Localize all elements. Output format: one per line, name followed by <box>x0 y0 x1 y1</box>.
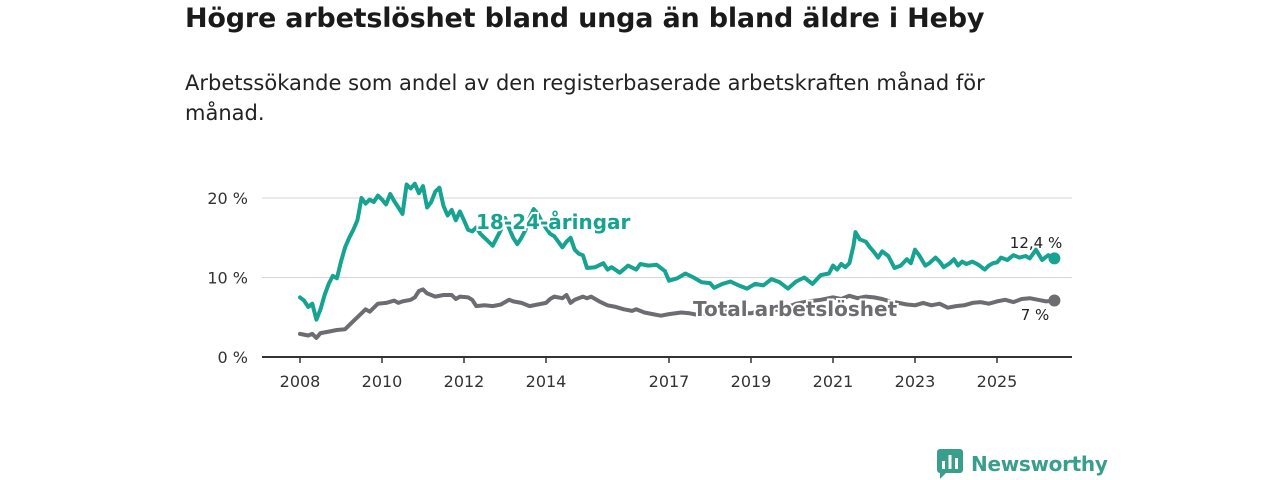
y-tick-label: 10 % <box>207 269 248 288</box>
x-tick-label: 2025 <box>977 372 1018 391</box>
y-axis: 0 % 10 % 20 % <box>207 189 248 367</box>
series-end-marker <box>1048 252 1061 265</box>
end-value-youth: 12,4 % <box>1010 234 1062 252</box>
x-tick-label: 2012 <box>444 372 485 391</box>
x-tick-label: 2021 <box>813 372 854 391</box>
chart-title: Högre arbetslöshet bland unga än bland ä… <box>185 3 985 34</box>
line-chart: 0 % 10 % 20 % 2008 2010 2012 2014 2017 2019 2021… <box>207 181 1072 391</box>
y-tick-label: 0 % <box>218 348 248 367</box>
x-tick-label: 2019 <box>731 372 772 391</box>
series-label-youth: 18-24-åringar <box>476 210 631 234</box>
newsworthy-icon <box>937 449 963 479</box>
series-labels: 18-24-åringar Total arbetslöshet 12,4 % 7 % <box>474 208 1064 326</box>
gridlines <box>262 197 1072 278</box>
x-tick-label: 2023 <box>895 372 936 391</box>
x-tick-label: 2010 <box>362 372 403 391</box>
series-label-total: Total arbetslöshet <box>693 297 898 321</box>
x-axis: 2008 2010 2012 2014 2017 2019 2021 2023 2025 <box>262 356 1072 391</box>
end-value-total: 7 % <box>1021 306 1050 324</box>
series-end-marker <box>1048 294 1061 307</box>
x-tick-label: 2008 <box>280 372 321 391</box>
brand-name: Newsworthy <box>971 452 1108 476</box>
series-lines <box>298 181 1061 340</box>
y-tick-label: 20 % <box>207 189 248 208</box>
x-tick-label: 2017 <box>649 372 690 391</box>
series-line-youth <box>298 181 1057 322</box>
chart-subtitle: Arbetssökande som andel av den registerb… <box>185 71 985 125</box>
x-tick-label: 2014 <box>526 372 567 391</box>
series-line-total <box>298 287 1057 340</box>
newsworthy-logo: Newsworthy <box>937 449 1108 479</box>
